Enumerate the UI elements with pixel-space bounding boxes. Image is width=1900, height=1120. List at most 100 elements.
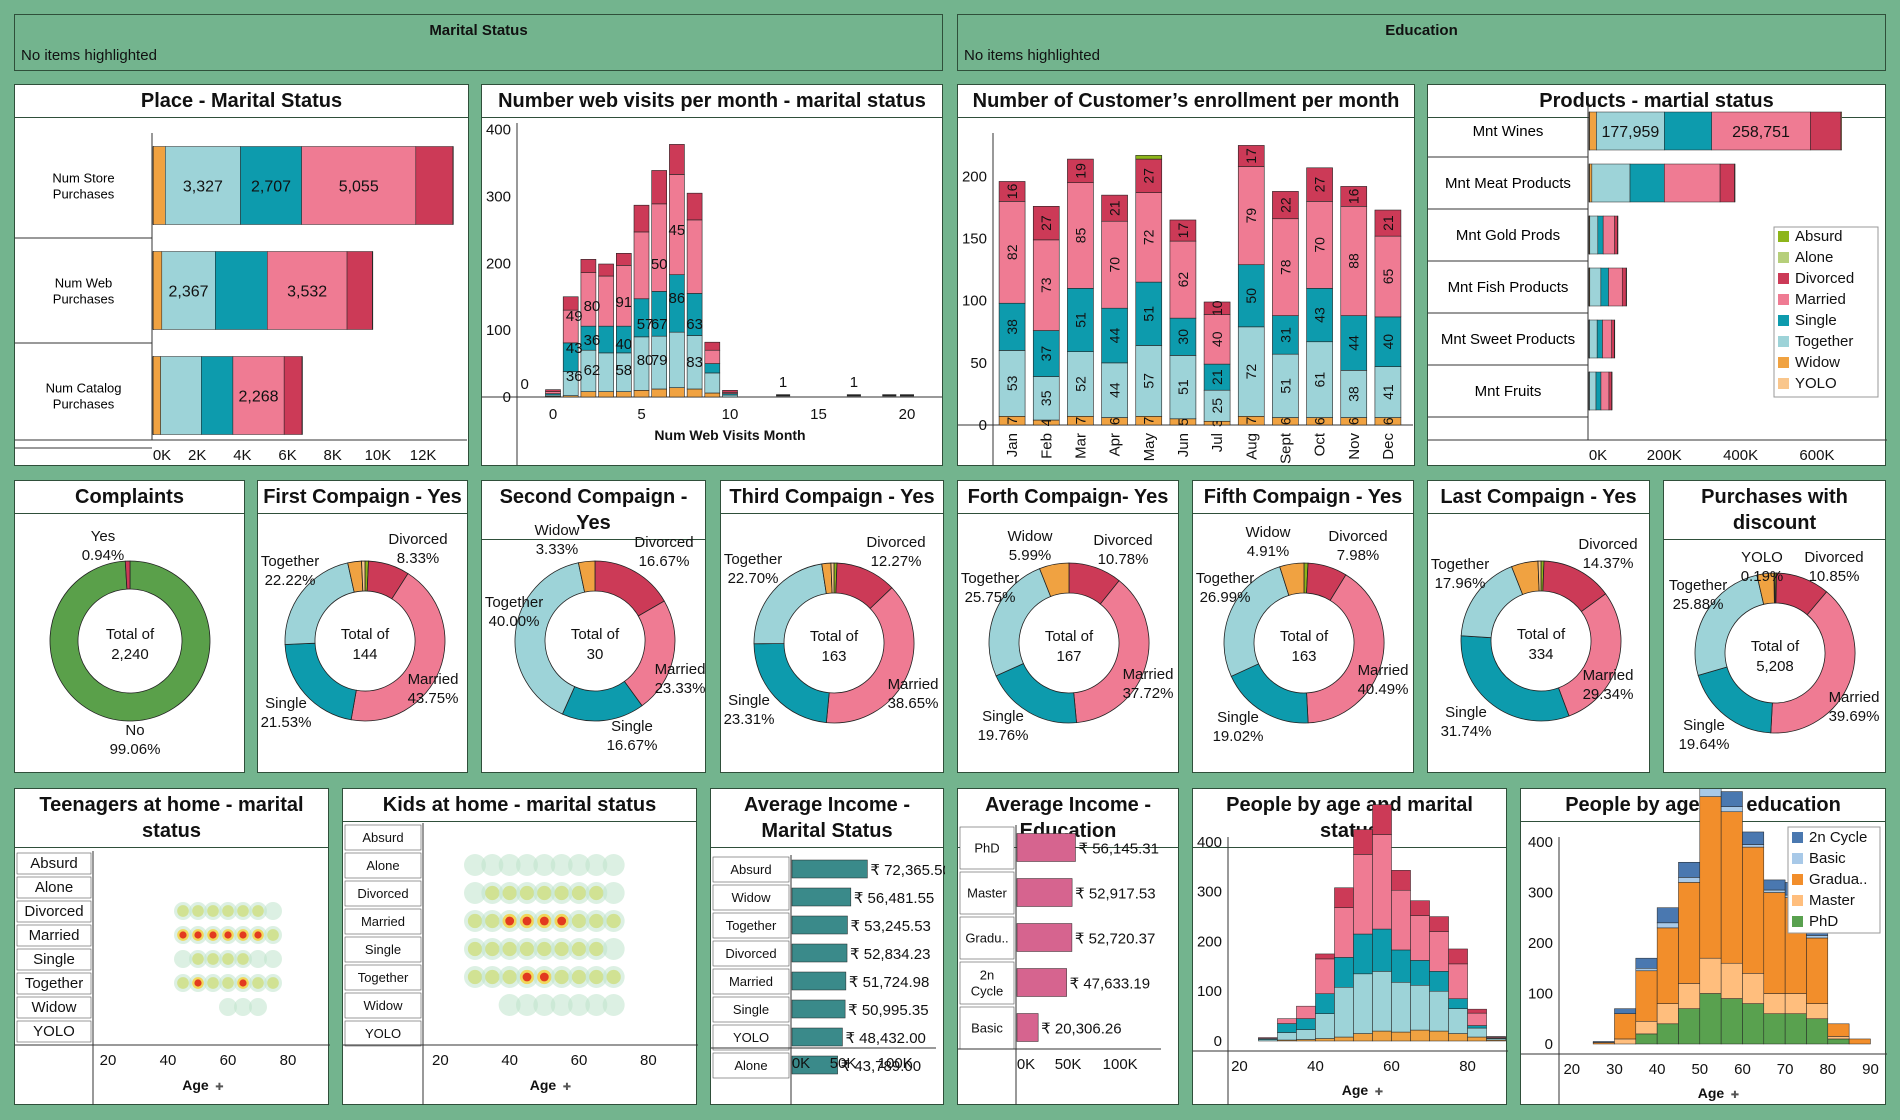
heat-ring: [485, 913, 500, 929]
heat-halo: [464, 854, 486, 876]
row-label: Divorced: [357, 886, 408, 901]
bar-gradua: [1635, 970, 1658, 1022]
slice-percent: 21.53%: [261, 714, 312, 731]
bar-together: [165, 146, 241, 225]
slice-label: Together: [261, 553, 319, 570]
bar-divorced: [1032, 206, 1060, 241]
bar-absurd: [1135, 155, 1163, 160]
bar-widow: [598, 391, 614, 398]
bar-gradua: [1848, 1038, 1871, 1045]
bar-value-label: 88: [1346, 253, 1362, 269]
bar-married: [1032, 239, 1060, 331]
total-label: Total of: [1045, 628, 1094, 645]
category-label: Mnt Fish Products: [1448, 279, 1569, 296]
income-bar: [1016, 1013, 1039, 1042]
bar-value-label: 78: [1277, 259, 1293, 275]
bar-value-label: 16: [1004, 183, 1020, 199]
bar-single: [240, 146, 302, 225]
bar-value-label: 73: [1038, 277, 1054, 293]
bar-value-label: 53: [1004, 375, 1020, 391]
row-label: Together: [358, 970, 409, 985]
bar-2ncycle: [1656, 907, 1679, 924]
x-tick-label: Feb: [1038, 433, 1055, 459]
legend-swatch: [1778, 378, 1789, 389]
bar-value-label: 17: [1175, 223, 1191, 239]
age-marital-chart: People by age and marital status 0 100 200…: [1192, 788, 1508, 1105]
bar-value-label: 58: [615, 362, 632, 379]
slice-label: Widow: [1007, 528, 1052, 545]
heat-ring: [467, 941, 483, 957]
slice-percent: 43.75%: [408, 690, 459, 707]
bar-married: [267, 251, 348, 330]
x-tick-label: Sept: [1277, 432, 1294, 464]
bar-married: [1169, 240, 1197, 319]
bar-married: [1429, 931, 1449, 972]
marital-status-filter[interactable]: Marital Status No items highlighted: [14, 14, 943, 71]
total-label: Total of: [1517, 626, 1566, 643]
legend-swatch: [1778, 336, 1789, 347]
slice-percent: 19.64%: [1679, 736, 1730, 753]
slice-label: Single: [982, 708, 1024, 725]
slice-label: Married: [1829, 689, 1880, 706]
slice-percent: 5.99%: [1009, 547, 1052, 564]
bar-phd: [1720, 998, 1743, 1045]
bar-basic: [1720, 806, 1743, 813]
heat-halo: [602, 938, 625, 960]
bar-gradua: [1827, 1023, 1850, 1037]
x-axis-title: Age: [530, 1077, 557, 1093]
slice-percent: 16.67%: [639, 553, 690, 570]
bar-together: [1169, 355, 1197, 420]
x-tick-label: 0K: [792, 1055, 810, 1072]
heat-halo: [533, 854, 556, 876]
bar-divorced: [1621, 267, 1627, 307]
bar-single: [1315, 993, 1335, 1014]
x-tick-label: 20: [100, 1052, 117, 1069]
bar-married: [1602, 215, 1615, 255]
slice-label: Married: [408, 671, 459, 688]
row-header-box: [344, 964, 422, 991]
bar-married: [1391, 889, 1411, 951]
row-header-box: [959, 1006, 1015, 1050]
bar-married: [686, 219, 703, 294]
income-bar: [1016, 878, 1073, 907]
row-header-box: [712, 940, 790, 967]
y-tick-label: 400: [486, 122, 511, 139]
x-tick-label: 6K: [278, 447, 296, 464]
bar-value-label: 2,268: [239, 389, 279, 406]
bar-value-label: 6: [1277, 417, 1293, 425]
row-label: Alone: [366, 858, 399, 873]
bar-single: [1372, 928, 1392, 972]
education-filter[interactable]: Education No items highlighted: [957, 14, 1886, 71]
bar-value-label: 79: [651, 352, 668, 369]
bar-divorced: [998, 181, 1026, 202]
row-header-box: [16, 948, 92, 971]
bar-married: [1277, 1018, 1297, 1024]
bar-together: [1596, 111, 1665, 151]
row-header-box: [959, 961, 1015, 1005]
x-tick-label: 40: [160, 1052, 177, 1069]
bar-value-label: 7: [1243, 417, 1259, 425]
forth-campaign-donut: Forth Compaign- Yes Total of 167 Widow 5.99…: [957, 480, 1179, 773]
bar-value-label: 1: [779, 374, 787, 391]
bar-widow: [1589, 111, 1597, 151]
bar-value-label: 40: [1380, 334, 1396, 350]
category-label: Num Store Purchases: [52, 171, 114, 202]
heat-ring: [519, 941, 535, 957]
heat-ring: [571, 941, 587, 957]
bar-value-label: 41: [1380, 384, 1396, 400]
second-campaign-donut: Second Compaign - Yes Total of 30 Widow 3.3…: [481, 480, 706, 773]
category-label: Basic: [971, 1021, 1003, 1036]
row-header-box: [712, 884, 790, 911]
row-header-box: [712, 1024, 790, 1051]
x-tick-label: Oct: [1312, 432, 1329, 456]
bar-value-label: 2,707: [251, 179, 291, 196]
slice-label: No: [125, 722, 144, 739]
bar-phd: [1699, 993, 1722, 1045]
bar-phd: [1827, 1038, 1850, 1045]
slice-yolo: [830, 562, 835, 594]
slice-label: Married: [1583, 667, 1634, 684]
bar-widow: [616, 391, 632, 398]
x-tick-label: 0K: [153, 447, 171, 464]
pin-icon: ✚: [1731, 1090, 1739, 1101]
bar-2ncycle: [1614, 1008, 1637, 1014]
